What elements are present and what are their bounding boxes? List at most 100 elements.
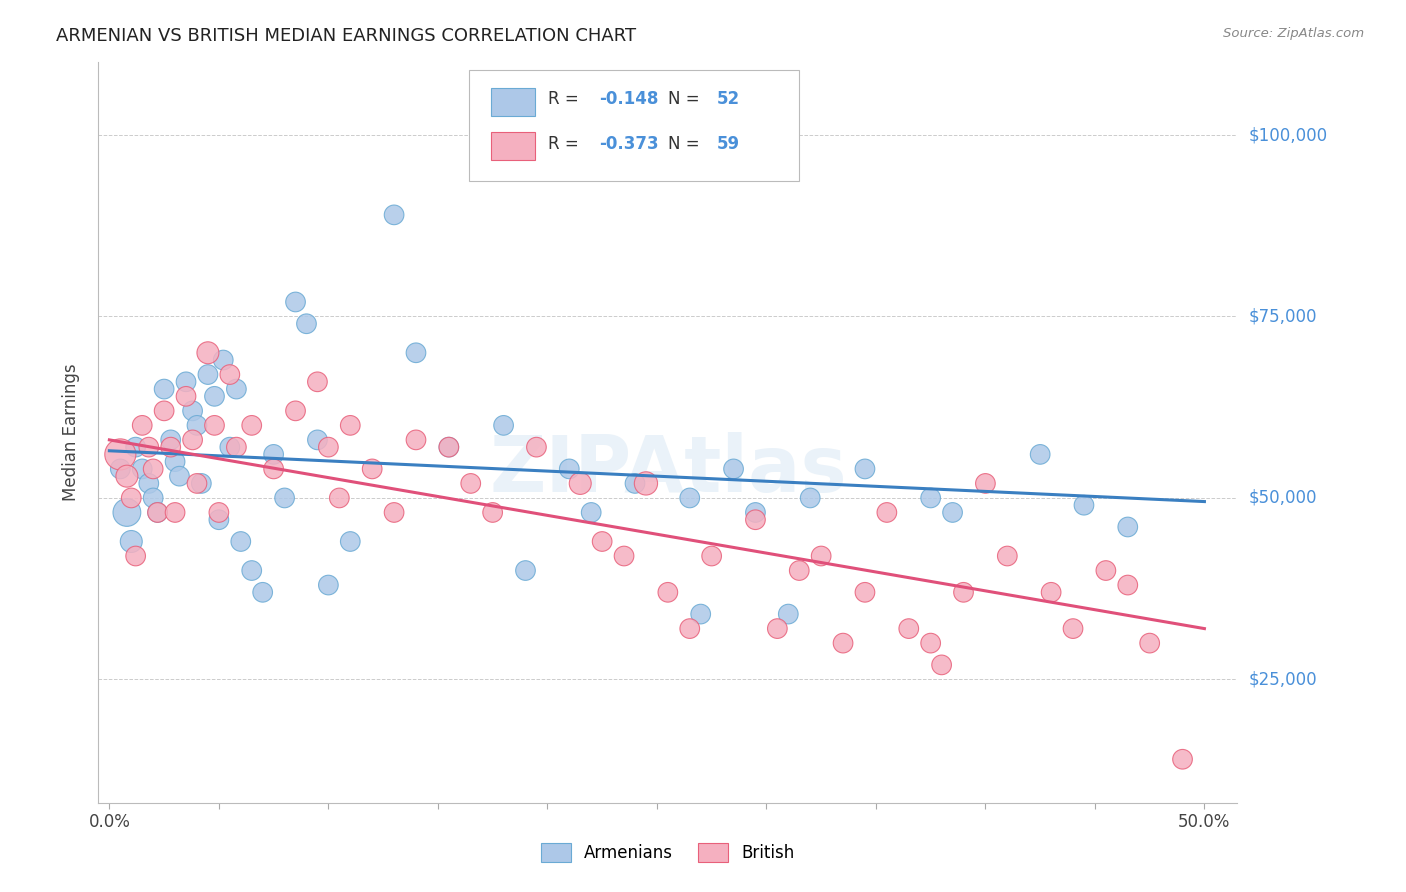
Text: $50,000: $50,000 xyxy=(1249,489,1317,507)
Point xyxy=(146,506,169,520)
Point xyxy=(591,534,613,549)
Point xyxy=(284,404,307,418)
Point xyxy=(218,440,240,454)
Point xyxy=(208,506,231,520)
Point xyxy=(361,462,384,476)
Point xyxy=(186,476,208,491)
Point xyxy=(853,462,876,476)
Point xyxy=(787,564,810,578)
Point xyxy=(307,433,329,447)
Point xyxy=(1116,578,1139,592)
Point xyxy=(832,636,855,650)
Point xyxy=(318,440,340,454)
Point xyxy=(766,622,789,636)
Point xyxy=(942,506,965,520)
Point xyxy=(405,345,427,359)
Text: R =: R = xyxy=(548,135,585,153)
Point xyxy=(810,549,832,563)
Point xyxy=(492,418,515,433)
Point xyxy=(1116,520,1139,534)
Point xyxy=(229,534,252,549)
Point xyxy=(190,476,212,491)
Point xyxy=(263,447,285,461)
Point xyxy=(744,506,766,520)
Point xyxy=(382,506,405,520)
Point xyxy=(382,208,405,222)
Point xyxy=(181,433,204,447)
Point xyxy=(263,462,285,476)
Point xyxy=(744,513,766,527)
Point xyxy=(197,368,219,382)
Text: 59: 59 xyxy=(717,135,740,153)
Point xyxy=(579,506,602,520)
Point xyxy=(679,622,702,636)
Text: ARMENIAN VS BRITISH MEDIAN EARNINGS CORRELATION CHART: ARMENIAN VS BRITISH MEDIAN EARNINGS CORR… xyxy=(56,27,637,45)
Point xyxy=(124,440,146,454)
Point xyxy=(131,462,153,476)
Point xyxy=(218,368,240,382)
Point xyxy=(110,447,132,461)
Point xyxy=(115,506,138,520)
Point xyxy=(995,549,1018,563)
Point xyxy=(120,534,142,549)
Point xyxy=(186,418,208,433)
Point xyxy=(558,462,581,476)
Point xyxy=(1095,564,1118,578)
Point xyxy=(853,585,876,599)
Point xyxy=(1029,447,1052,461)
Point xyxy=(974,476,997,491)
Point xyxy=(110,462,132,476)
Point xyxy=(897,622,920,636)
Point xyxy=(339,534,361,549)
Text: -0.148: -0.148 xyxy=(599,90,659,109)
Point xyxy=(165,506,187,520)
Point xyxy=(952,585,974,599)
Point xyxy=(142,491,165,505)
Text: $100,000: $100,000 xyxy=(1249,126,1327,144)
Point xyxy=(120,491,142,505)
Point xyxy=(307,375,329,389)
Point xyxy=(295,317,318,331)
Point xyxy=(181,404,204,418)
Point xyxy=(159,433,181,447)
Point xyxy=(153,404,176,418)
Point xyxy=(515,564,537,578)
Point xyxy=(159,440,181,454)
Point xyxy=(252,585,274,599)
Point xyxy=(405,433,427,447)
Y-axis label: Median Earnings: Median Earnings xyxy=(62,364,80,501)
Point xyxy=(339,418,361,433)
Text: 52: 52 xyxy=(717,90,740,109)
Point xyxy=(689,607,711,621)
Bar xyxy=(491,87,534,116)
Text: $25,000: $25,000 xyxy=(1249,671,1317,689)
Point xyxy=(284,295,307,310)
Point xyxy=(613,549,636,563)
Point xyxy=(778,607,800,621)
Point xyxy=(624,476,647,491)
Point xyxy=(526,440,548,454)
Point xyxy=(1062,622,1084,636)
Point xyxy=(920,636,942,650)
Point xyxy=(920,491,942,505)
Text: R =: R = xyxy=(548,90,585,109)
Point xyxy=(142,462,165,476)
Point xyxy=(460,476,482,491)
Point xyxy=(1073,498,1095,512)
Point xyxy=(208,513,231,527)
Point xyxy=(679,491,702,505)
Point xyxy=(657,585,679,599)
Point xyxy=(197,345,219,359)
Point xyxy=(146,506,169,520)
Point xyxy=(876,506,898,520)
Text: $75,000: $75,000 xyxy=(1249,308,1317,326)
Point xyxy=(204,389,226,403)
Point xyxy=(481,506,503,520)
Point xyxy=(138,476,160,491)
Point xyxy=(153,382,176,396)
Point xyxy=(174,375,197,389)
Legend: Armenians, British: Armenians, British xyxy=(534,836,801,869)
Point xyxy=(1040,585,1063,599)
Point xyxy=(115,469,138,483)
Point xyxy=(437,440,460,454)
